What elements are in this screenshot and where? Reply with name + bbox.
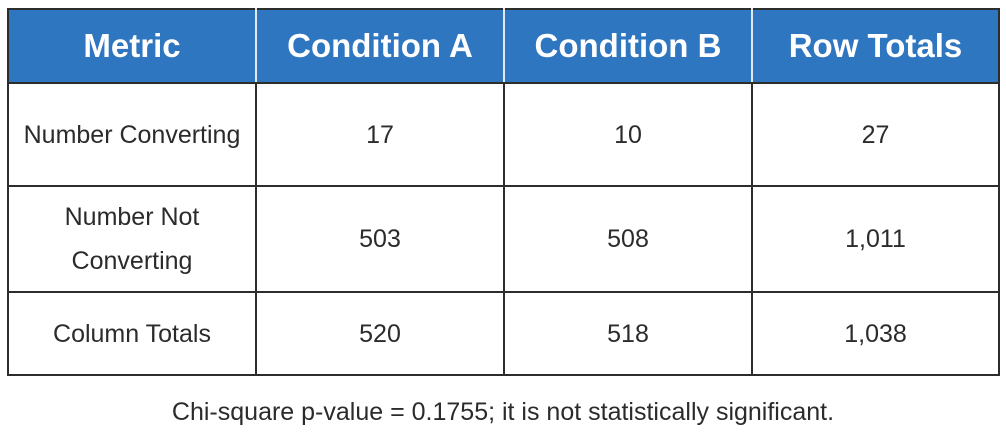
column-header-row-totals: Row Totals bbox=[751, 8, 1000, 84]
row-label-cell: Number Not Converting bbox=[7, 185, 257, 293]
contingency-table: Metric Condition A Condition B Row Total… bbox=[7, 8, 1000, 376]
column-header-metric: Metric bbox=[7, 8, 257, 84]
condition-b-cell: 508 bbox=[503, 185, 753, 293]
contingency-table-container: Metric Condition A Condition B Row Total… bbox=[7, 8, 1000, 376]
condition-b-cell: 10 bbox=[503, 82, 753, 187]
column-header-condition-b: Condition B bbox=[503, 8, 753, 84]
table-row: Column Totals 520 518 1,038 bbox=[7, 291, 1000, 376]
row-total-cell: 1,011 bbox=[751, 185, 1000, 293]
condition-a-cell: 17 bbox=[255, 82, 505, 187]
condition-a-cell: 520 bbox=[255, 291, 505, 376]
row-label-cell: Number Converting bbox=[7, 82, 257, 187]
column-header-condition-a: Condition A bbox=[255, 8, 505, 84]
chi-square-result-caption: Chi-square p-value = 0.1755; it is not s… bbox=[171, 398, 835, 426]
row-total-cell: 27 bbox=[751, 82, 1000, 187]
condition-a-cell: 503 bbox=[255, 185, 505, 293]
row-label-cell: Column Totals bbox=[7, 291, 257, 376]
condition-b-cell: 518 bbox=[503, 291, 753, 376]
table-row: Number Not Converting 503 508 1,011 bbox=[7, 185, 1000, 293]
table-row: Number Converting 17 10 27 bbox=[7, 82, 1000, 187]
table-header-row: Metric Condition A Condition B Row Total… bbox=[7, 8, 1000, 84]
row-total-cell: 1,038 bbox=[751, 291, 1000, 376]
